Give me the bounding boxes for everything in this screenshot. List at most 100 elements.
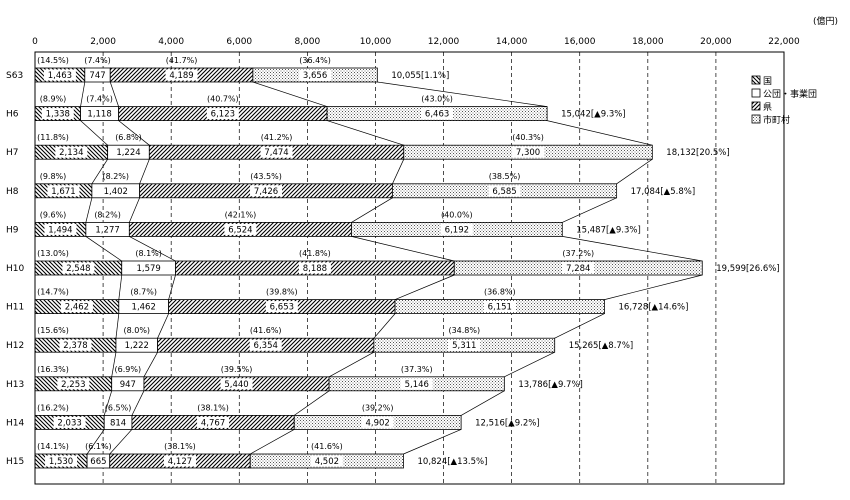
value-label: 1,402 <box>104 187 128 197</box>
value-label-bg <box>112 146 145 158</box>
value-label-bg <box>120 339 153 351</box>
value-label-bg <box>91 223 124 235</box>
value-label: 1,579 <box>136 264 160 274</box>
total-label: 15,487[▲9.3%] <box>576 225 641 235</box>
connector-line <box>129 197 140 223</box>
value-label-bg <box>117 378 139 390</box>
connector-line <box>168 274 176 300</box>
connector-line <box>139 159 150 184</box>
value-label: 7,284 <box>566 264 590 274</box>
connector-line <box>351 197 393 223</box>
value-label-bg <box>62 262 95 274</box>
share-label: (6.8%) <box>115 133 142 142</box>
value-label: 1,118 <box>87 110 111 120</box>
legend-label: 市町村 <box>763 114 790 126</box>
connector-line <box>604 274 703 300</box>
connector-line <box>294 390 330 416</box>
value-label-bg <box>59 339 92 351</box>
share-label: (37.3%) <box>401 365 433 374</box>
value-label: 1,494 <box>48 225 72 235</box>
value-label: 1,463 <box>48 71 72 81</box>
connector-line <box>250 429 295 455</box>
value-label-bg <box>53 416 86 428</box>
x-tick-label: 6,000 <box>226 37 252 47</box>
value-label: 2,548 <box>66 264 90 274</box>
value-label-bg <box>163 455 196 467</box>
connector-line <box>143 352 158 377</box>
x-tick-label: 22,000 <box>768 37 800 47</box>
value-label: 2,462 <box>65 303 89 313</box>
value-label: 6,354 <box>254 341 278 351</box>
value-label-bg <box>83 108 116 120</box>
value-label-bg <box>562 262 595 274</box>
share-label: (38.5%) <box>489 172 521 181</box>
connector-lines <box>80 81 703 455</box>
value-label-bg <box>448 339 481 351</box>
value-label-bg <box>298 262 331 274</box>
share-label: (43.5%) <box>250 172 282 181</box>
value-label-bg <box>249 339 282 351</box>
share-label: (7.4%) <box>86 95 113 104</box>
share-label: (6.9%) <box>115 365 142 374</box>
value-label-bg <box>45 455 78 467</box>
total-label: 10,055[1.1%] <box>391 71 449 81</box>
share-label: (34.8%) <box>448 326 480 335</box>
x-tick-label: 4,000 <box>158 37 184 47</box>
x-tick-label: 14,000 <box>496 37 528 47</box>
value-label: 6,653 <box>270 303 294 313</box>
share-label: (43.0%) <box>421 95 453 104</box>
share-label: (14.5%) <box>37 56 69 65</box>
share-label: (9.8%) <box>40 172 67 181</box>
share-label: (8.1%) <box>135 249 162 258</box>
total-label: 15,042[▲9.3%] <box>561 110 626 120</box>
x-tick-label: 10,000 <box>360 37 392 47</box>
value-label: 6,585 <box>492 187 516 197</box>
share-label: (14.7%) <box>37 288 69 297</box>
value-label: 2,134 <box>59 148 83 158</box>
connector-line <box>392 159 405 184</box>
value-label-bg <box>60 301 93 313</box>
value-label: 1,530 <box>49 457 73 467</box>
share-label: (8.7%) <box>130 288 157 297</box>
share-label: (36.8%) <box>484 288 516 297</box>
connector-line <box>562 236 703 262</box>
share-label: (13.0%) <box>37 249 69 258</box>
share-label: (8.2%) <box>94 210 121 219</box>
value-label: 5,146 <box>405 380 429 390</box>
share-label: (41.8%) <box>299 249 331 258</box>
total-label: 19,599[26.6%] <box>716 264 779 274</box>
value-label: 665 <box>90 457 106 467</box>
connector-line <box>326 120 404 146</box>
legend-swatch <box>751 101 761 111</box>
share-label: (8.2%) <box>102 172 129 181</box>
share-label: (36.4%) <box>299 56 331 65</box>
value-label-bg <box>107 416 129 428</box>
connector-line <box>129 236 176 262</box>
value-label: 4,767 <box>201 418 225 428</box>
value-label: 3,656 <box>303 71 327 81</box>
legend-swatch <box>751 88 761 98</box>
total-label: 12,516[▲9.2%] <box>475 418 540 428</box>
value-label-bg <box>265 301 298 313</box>
axes: (億円) 0 2,000 4,000 6,000 8,000 10,000 12,000 14… <box>6 15 838 485</box>
category-label: H8 <box>6 187 19 197</box>
share-label: (8.0%) <box>123 326 150 335</box>
total-label: 15,265[▲8.7%] <box>569 341 634 351</box>
value-label: 6,463 <box>425 110 449 120</box>
value-label-bg <box>47 185 80 197</box>
value-label-bg <box>421 108 454 120</box>
value-label: 814 <box>110 418 126 428</box>
value-label: 1,277 <box>95 225 119 235</box>
value-label: 1,338 <box>46 110 70 120</box>
share-label: (8.9%) <box>40 95 67 104</box>
share-label: (16.3%) <box>37 365 69 374</box>
category-label: H12 <box>6 341 24 351</box>
legend-label: 公団・事業団 <box>763 88 817 100</box>
share-label: (40.3%) <box>512 133 544 142</box>
connector-line <box>252 81 328 107</box>
value-label-bg <box>88 455 109 467</box>
total-label: 17,084[▲5.8%] <box>631 187 696 197</box>
share-label: (40.7%) <box>207 95 239 104</box>
value-label: 2,253 <box>61 380 85 390</box>
